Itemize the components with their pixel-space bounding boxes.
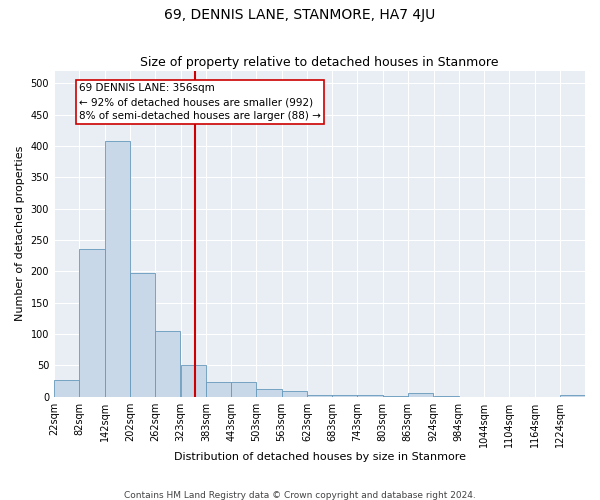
Bar — [104, 142, 130, 396]
Bar — [256, 389, 281, 396]
Text: Contains HM Land Registry data © Crown copyright and database right 2024.: Contains HM Land Registry data © Crown c… — [124, 490, 476, 500]
Title: Size of property relative to detached houses in Stanmore: Size of property relative to detached ho… — [140, 56, 499, 70]
Bar — [130, 273, 155, 396]
Bar — [79, 248, 104, 396]
Bar — [281, 391, 307, 396]
Bar — [181, 365, 206, 396]
Bar — [206, 382, 231, 396]
Bar — [408, 394, 433, 396]
Bar — [231, 382, 256, 396]
Bar — [307, 394, 332, 396]
Y-axis label: Number of detached properties: Number of detached properties — [15, 146, 25, 322]
X-axis label: Distribution of detached houses by size in Stanmore: Distribution of detached houses by size … — [173, 452, 466, 462]
Bar — [54, 380, 79, 396]
Text: 69, DENNIS LANE, STANMORE, HA7 4JU: 69, DENNIS LANE, STANMORE, HA7 4JU — [164, 8, 436, 22]
Text: 69 DENNIS LANE: 356sqm
← 92% of detached houses are smaller (992)
8% of semi-det: 69 DENNIS LANE: 356sqm ← 92% of detached… — [79, 83, 321, 121]
Bar — [155, 332, 180, 396]
